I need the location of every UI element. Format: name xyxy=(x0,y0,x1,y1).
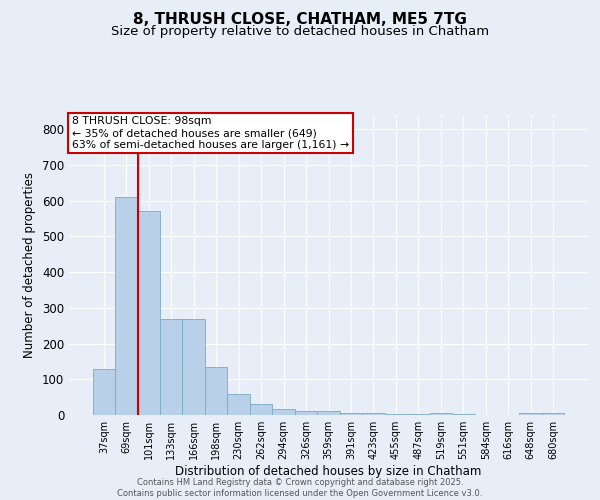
Text: 8, THRUSH CLOSE, CHATHAM, ME5 7TG: 8, THRUSH CLOSE, CHATHAM, ME5 7TG xyxy=(133,12,467,28)
Bar xyxy=(430,413,452,415)
Text: Contains HM Land Registry data © Crown copyright and database right 2025.
Contai: Contains HM Land Registry data © Crown c… xyxy=(118,478,482,498)
Bar xyxy=(160,318,182,415)
Bar xyxy=(407,414,430,415)
Bar xyxy=(115,197,137,415)
Bar xyxy=(385,414,407,415)
Bar xyxy=(227,394,250,415)
Bar xyxy=(317,412,340,415)
Bar xyxy=(542,413,565,415)
Bar xyxy=(520,413,542,415)
Bar xyxy=(362,413,385,415)
Bar xyxy=(182,318,205,415)
Bar xyxy=(272,409,295,415)
Bar xyxy=(250,404,272,415)
Bar xyxy=(340,413,362,415)
X-axis label: Distribution of detached houses by size in Chatham: Distribution of detached houses by size … xyxy=(175,465,482,478)
Text: Size of property relative to detached houses in Chatham: Size of property relative to detached ho… xyxy=(111,25,489,38)
Y-axis label: Number of detached properties: Number of detached properties xyxy=(23,172,37,358)
Bar xyxy=(137,212,160,415)
Bar xyxy=(295,412,317,415)
Bar xyxy=(92,368,115,415)
Bar xyxy=(205,367,227,415)
Bar xyxy=(452,414,475,415)
Text: 8 THRUSH CLOSE: 98sqm
← 35% of detached houses are smaller (649)
63% of semi-det: 8 THRUSH CLOSE: 98sqm ← 35% of detached … xyxy=(71,116,349,150)
